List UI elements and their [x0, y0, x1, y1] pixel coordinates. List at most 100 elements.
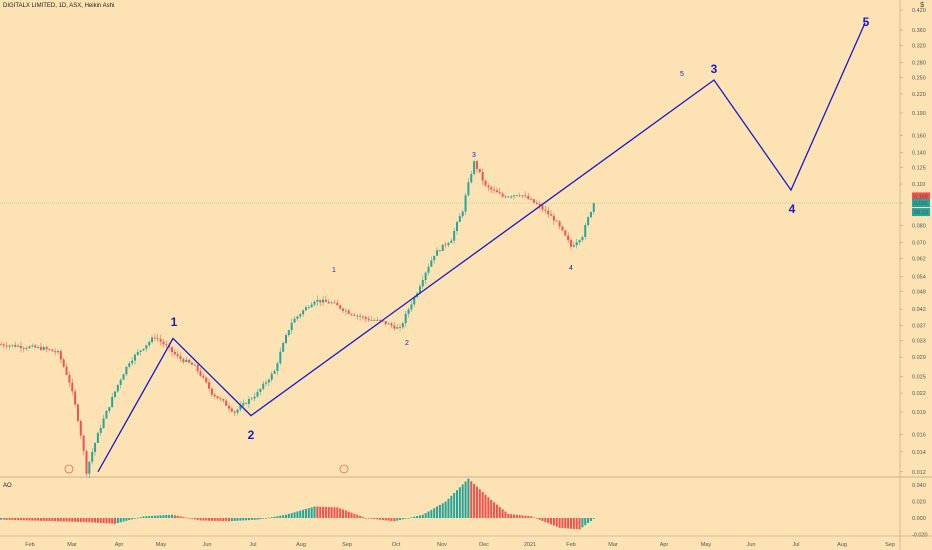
ao-bar — [17, 518, 20, 521]
ao-bar — [168, 514, 171, 518]
candle-body — [108, 407, 111, 411]
elliott-wave-line[interactable] — [97, 22, 866, 473]
ao-bar — [584, 518, 587, 526]
ao-bar — [421, 514, 424, 518]
x-tick-label: Feb — [566, 542, 575, 548]
ao-bar — [302, 509, 305, 518]
candle-body — [96, 432, 99, 443]
candle-body — [490, 187, 493, 190]
ao-bar — [193, 518, 196, 520]
candle-body — [436, 250, 439, 256]
ao-bar — [250, 518, 253, 520]
candle-body — [567, 235, 570, 241]
earnings-marker-icon[interactable] — [64, 464, 74, 474]
price-tick-label: 0.037 — [912, 324, 926, 330]
ao-bar — [413, 516, 416, 518]
x-tick-label: Mar — [608, 542, 618, 548]
candle-body — [304, 307, 307, 311]
ao-bar — [544, 518, 547, 523]
ao-bar — [196, 518, 199, 520]
candle-body — [171, 347, 173, 352]
ao-bar — [552, 518, 555, 526]
ao-bar — [399, 518, 401, 520]
candle-body — [356, 315, 359, 317]
candle-body — [285, 335, 287, 344]
price-tick-label: 0.054 — [912, 274, 926, 280]
ao-bar — [279, 515, 282, 518]
ao-bar — [59, 518, 62, 522]
x-tick-label: May — [701, 542, 712, 548]
price-tick-label: 0.016 — [912, 432, 926, 438]
ao-bar — [570, 518, 572, 529]
candle-body — [270, 373, 273, 380]
price-badge-label: 0.100 — [914, 194, 928, 200]
x-tick-label: Aug — [296, 542, 306, 548]
ao-bar — [359, 515, 362, 518]
candle-body — [578, 240, 581, 243]
price-badge — [912, 208, 930, 217]
ao-bar — [376, 518, 379, 520]
candle-body — [441, 244, 444, 251]
ao-bar — [82, 518, 85, 523]
candle-body — [119, 379, 122, 385]
ao-bar — [339, 508, 342, 518]
ao-bar — [456, 490, 458, 518]
ao-bar — [322, 506, 325, 518]
candle-body — [68, 374, 71, 383]
candle-body — [524, 195, 527, 197]
ao-bar — [219, 518, 222, 522]
candle-body — [322, 299, 325, 303]
candle-body — [11, 344, 14, 346]
candle-body — [39, 346, 42, 350]
ao-bar — [253, 518, 256, 520]
candle-body — [196, 364, 199, 371]
ao-bar — [11, 518, 14, 520]
ao-bar — [424, 513, 427, 518]
candle-body — [307, 307, 310, 309]
ao-bar — [185, 517, 188, 519]
candle-body — [527, 195, 530, 200]
candle-body — [367, 318, 370, 321]
candle-body — [159, 338, 162, 342]
x-tick-label: Apr — [115, 542, 124, 548]
candle-body — [589, 211, 592, 218]
ao-bar — [267, 517, 270, 519]
ao-bar — [501, 509, 504, 518]
ao-bar — [561, 518, 564, 529]
ao-bar — [287, 513, 290, 518]
ao-bar — [176, 515, 179, 518]
candle-body — [410, 304, 413, 310]
ao-bar — [518, 515, 521, 518]
candle-body — [42, 347, 45, 350]
candle-body — [373, 319, 376, 321]
currency-icon[interactable]: $ — [920, 2, 924, 9]
ao-bar — [478, 489, 481, 518]
ao-bar — [430, 509, 433, 518]
candle-body — [530, 199, 533, 200]
ao-bar — [139, 517, 142, 518]
candle-body — [22, 348, 25, 349]
price-badge-label: 08:33 — [914, 210, 928, 216]
ao-bar — [589, 518, 592, 521]
ao-bar — [256, 518, 259, 520]
ao-bar — [114, 518, 116, 524]
candle-body — [74, 391, 77, 405]
earnings-marker-icon[interactable] — [339, 464, 349, 474]
ao-bar — [34, 518, 37, 521]
ao-bar — [379, 518, 382, 520]
candle-body — [404, 313, 407, 324]
x-tick-label: Feb — [25, 542, 34, 548]
candle-body — [581, 237, 584, 241]
candle-body — [228, 405, 230, 409]
candle-body — [0, 344, 2, 346]
ao-bar — [213, 518, 216, 521]
ao-bar — [364, 518, 367, 519]
x-tick-label: Sep — [342, 542, 352, 548]
candle-body — [359, 315, 362, 317]
ao-bar — [324, 506, 327, 518]
ao-bar — [156, 515, 159, 518]
wave-label: 3 — [711, 62, 718, 76]
ao-bar — [353, 513, 356, 518]
candle-body — [484, 180, 487, 186]
